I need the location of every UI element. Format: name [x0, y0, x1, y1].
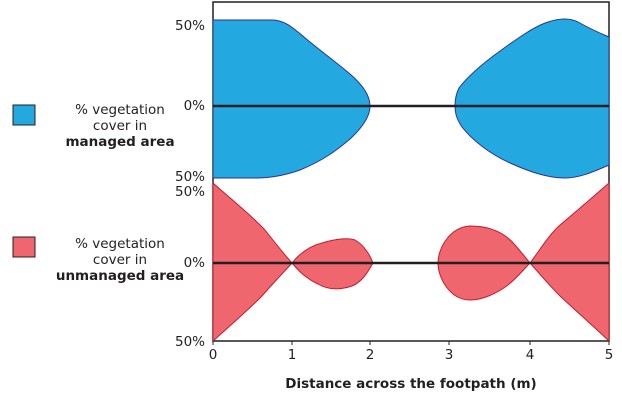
managed-area-right-shape — [454, 18, 610, 179]
x-tick-label-1: 1 — [287, 347, 297, 363]
legend-managed-bold: managed area — [65, 134, 175, 150]
legend-managed-label: % vegetation cover in managed area — [40, 102, 200, 150]
legend-unmanaged-swatch — [12, 236, 36, 258]
managed-y-top-label: 50% — [174, 18, 205, 34]
legend-unmanaged-bold: unmanaged area — [55, 268, 185, 284]
legend-managed-swatch — [12, 104, 36, 126]
legend-managed-line1: % vegetation — [75, 102, 165, 118]
x-tick-label-3: 3 — [444, 347, 454, 363]
managed-y-bottom-label: 50% — [174, 169, 205, 185]
legend-unmanaged-line2: cover in — [92, 252, 148, 268]
managed-y-zero-label: 0% — [183, 98, 205, 114]
x-tick-label-2: 2 — [365, 347, 375, 363]
unmanaged-y-bottom-label: 50% — [174, 334, 205, 350]
x-tick-label-4: 4 — [525, 347, 535, 363]
x-tick-label-0: 0 — [208, 347, 218, 363]
x-tick-label-5: 5 — [604, 347, 614, 363]
x-axis-ticks — [212, 341, 610, 345]
legend-unmanaged-label: % vegetation cover in unmanaged area — [40, 236, 200, 284]
managed-area-left-shape — [212, 19, 371, 179]
x-axis-title: Distance across the footpath (m) — [285, 376, 537, 392]
unmanaged-y-top-label: 50% — [174, 184, 205, 200]
legend-managed-line2: cover in — [92, 118, 148, 134]
legend-unmanaged-line1: % vegetation — [75, 236, 165, 252]
unmanaged-y-zero-label: 0% — [183, 255, 205, 271]
